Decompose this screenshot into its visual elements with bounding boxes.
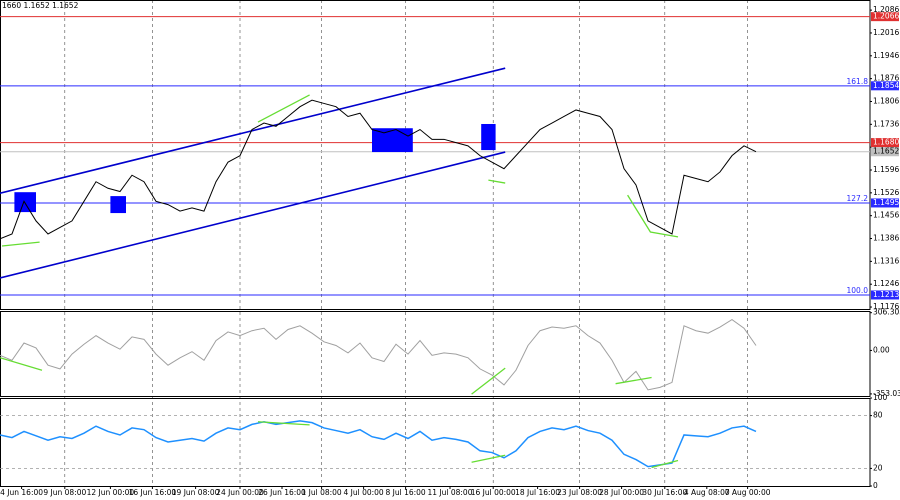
- y-tick-label: 306.3051: [873, 308, 900, 317]
- level-tag: [871, 198, 899, 208]
- x-tick-label: 11 Jul 08:00: [428, 488, 473, 497]
- divergence-line: [471, 454, 506, 463]
- y-tick-label: 1.1806: [873, 96, 899, 105]
- fib-label: 100.0: [847, 286, 869, 295]
- level-label: 1.1213: [873, 290, 899, 299]
- panel-frame: [0, 0, 871, 310]
- zone-box: [372, 128, 413, 153]
- divergence-line: [615, 376, 652, 385]
- y-tick-label: 1.1876: [873, 74, 899, 83]
- y-tick-label: 1.1316: [873, 256, 899, 265]
- panel-frame: [0, 398, 871, 487]
- divergence-line: [488, 179, 506, 184]
- series-line: [0, 99, 757, 240]
- x-tick-label: 19 Jun 08:00: [172, 488, 220, 497]
- level-tag: [871, 81, 899, 91]
- x-tick-label: 7 Aug 00:00: [725, 488, 771, 497]
- y-tick-label: 1.1526: [873, 188, 899, 197]
- y-tick-label: 0.00: [873, 345, 890, 354]
- divergence-line: [471, 367, 506, 395]
- zone-box: [110, 196, 126, 214]
- divergence-line: [257, 94, 310, 123]
- x-tick-label: 8 Jul 16:00: [385, 488, 425, 497]
- y-tick-label: 20: [873, 463, 883, 472]
- y-tick-label: 0: [873, 481, 878, 490]
- x-tick-label: 9 Jun 08:00: [43, 488, 86, 497]
- divergence-line: [651, 459, 679, 469]
- level-label: 1.1680: [873, 138, 899, 147]
- x-tick-label: 4 Jul 00:00: [343, 488, 383, 497]
- x-tick-label: 4 Jun 16:00: [0, 488, 43, 497]
- y-tick-label: 1.1736: [873, 119, 899, 128]
- level-label: 1.1854: [873, 81, 899, 90]
- y-tick-label: 1.1246: [873, 279, 899, 288]
- fib-label: 127.2: [847, 194, 869, 203]
- x-tick-label: 4 Aug 08:00: [684, 488, 730, 497]
- x-tick-label: 26 Jun 16:00: [258, 488, 306, 497]
- y-tick-label: 1.1176: [873, 302, 899, 311]
- divergence-line: [257, 421, 310, 426]
- x-tick-label: 16 Jul 00:00: [471, 488, 516, 497]
- x-tick-label: 1 Jul 08:00: [301, 488, 341, 497]
- level-tag: [871, 138, 899, 148]
- divergence-line: [1, 241, 40, 247]
- y-tick-label: 1.1386: [873, 234, 899, 243]
- channel-line: [0, 67, 506, 194]
- series-line: [0, 319, 757, 391]
- y-tick-label: 100: [873, 393, 888, 402]
- x-tick-label: 24 Jun 00:00: [216, 488, 264, 497]
- x-tick-label: 16 Jun 16:00: [129, 488, 177, 497]
- panel-frame: [0, 311, 871, 397]
- level-tag: [871, 12, 899, 22]
- level-label: 1.1495: [873, 198, 899, 207]
- divergence-line: [627, 194, 679, 238]
- y-tick-label: 1.2086: [873, 5, 899, 14]
- y-tick-label: 1.2016: [873, 28, 899, 37]
- level-tag: [871, 290, 899, 300]
- level-label: 1.1652: [873, 147, 899, 156]
- level-label: 1.2066: [873, 12, 899, 21]
- series-line: [0, 420, 757, 468]
- level-tag: [871, 147, 899, 157]
- y-tick-label: 80: [873, 411, 883, 420]
- x-tick-label: 28 Jul 00:00: [599, 488, 644, 497]
- zone-box: [14, 192, 36, 213]
- y-tick-label: -353.035: [873, 389, 900, 398]
- x-tick-label: 18 Jul 16:00: [515, 488, 560, 497]
- chart-title: 1660 1.1652 1.1652: [2, 1, 79, 10]
- y-tick-label: 1.1946: [873, 51, 899, 60]
- x-tick-label: 30 Jul 16:00: [642, 488, 687, 497]
- zone-box: [481, 123, 496, 151]
- x-tick-label: 23 Jul 08:00: [557, 488, 602, 497]
- divergence-line: [0, 357, 43, 371]
- y-tick-label: 1.1596: [873, 165, 899, 174]
- y-tick-label: 1.1456: [873, 211, 899, 220]
- fib-label: 161.8: [847, 77, 869, 86]
- channel-line: [0, 151, 506, 279]
- x-tick-label: 12 Jun 00:00: [87, 488, 135, 497]
